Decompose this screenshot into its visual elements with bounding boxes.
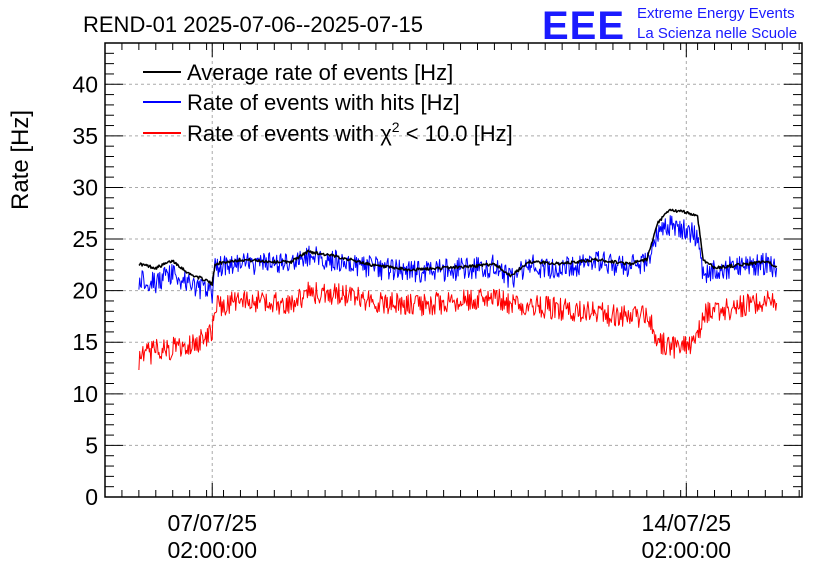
eee-logo: EEE Extreme Energy Events La Scienza nel…	[542, 4, 797, 48]
y-tick-label: 30	[72, 174, 98, 200]
y-tick-label: 20	[72, 278, 98, 304]
series-average-line	[138, 208, 778, 287]
axes: 051015202530354007/07/2502:00:0014/07/25…	[72, 42, 803, 563]
chart-title: REND-01 2025-07-06--2025-07-15	[83, 12, 423, 37]
legend-chi2-superscript: 2	[392, 119, 400, 135]
legend-chi2-suffix: < 10.0 [Hz]	[400, 121, 513, 146]
series-hits-line	[138, 215, 778, 304]
legend-chi2-prefix: Rate of events with	[187, 121, 380, 146]
legend-label-average: Average rate of events [Hz]	[187, 60, 453, 85]
series-layer	[138, 208, 778, 371]
y-tick-label: 40	[72, 71, 98, 97]
y-tick-label: 35	[72, 123, 98, 149]
grid	[105, 43, 802, 497]
logo-line-1: Extreme Energy Events	[637, 5, 795, 22]
x-tick-date: 14/07/25	[642, 510, 732, 536]
series-chi2-line	[138, 281, 778, 371]
legend-chi2-symbol: χ	[380, 121, 392, 146]
y-tick-label: 25	[72, 226, 98, 252]
y-tick-label: 5	[85, 432, 98, 458]
legend-label-hits: Rate of events with hits [Hz]	[187, 90, 460, 115]
y-axis-label: Rate [Hz]	[7, 110, 34, 210]
y-tick-label: 10	[72, 381, 98, 407]
x-tick-time: 02:00:00	[167, 537, 257, 563]
legend: Average rate of events [Hz] Rate of even…	[143, 60, 513, 146]
logo-mark: EEE	[542, 4, 625, 48]
y-tick-label: 0	[85, 484, 98, 510]
logo-line-2: La Scienza nelle Scuole	[637, 25, 797, 42]
x-tick-time: 02:00:00	[642, 537, 732, 563]
plot-frame	[104, 42, 803, 498]
y-tick-label: 15	[72, 329, 98, 355]
legend-label-chi2: Rate of events with χ2 < 10.0 [Hz]	[187, 119, 513, 146]
x-tick-date: 07/07/25	[167, 510, 257, 536]
